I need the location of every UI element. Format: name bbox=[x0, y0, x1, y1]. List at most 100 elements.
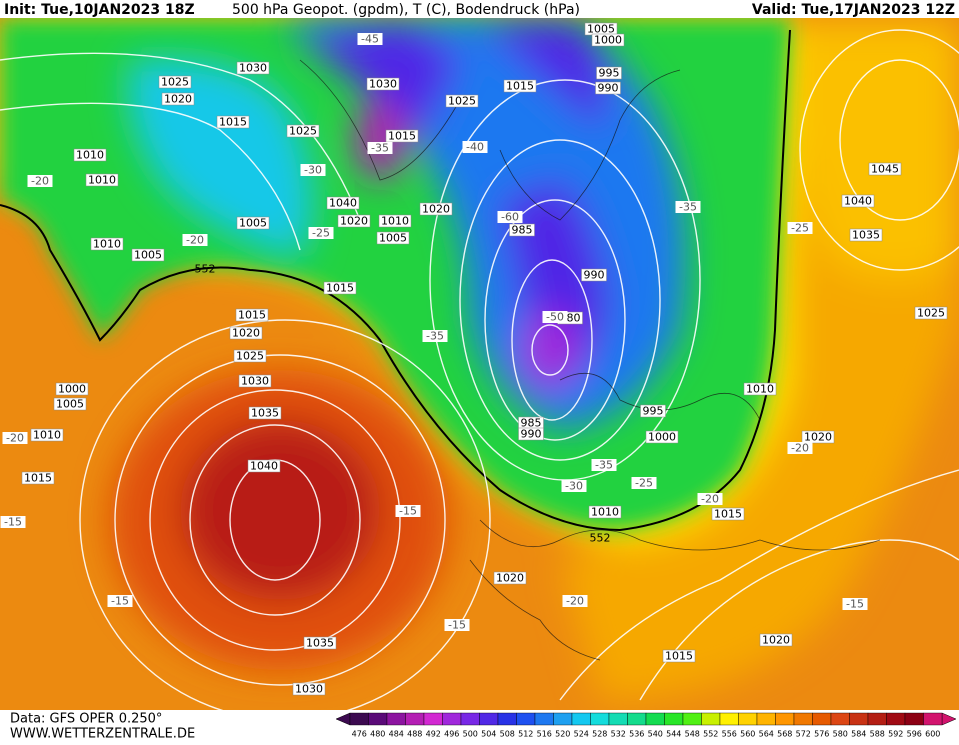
colorbar-swatch bbox=[775, 712, 795, 726]
isobar-label: 1025 bbox=[161, 76, 189, 89]
isobar-label-box bbox=[493, 571, 527, 585]
colorbar-label: 584 bbox=[851, 730, 866, 739]
temperature-label-box bbox=[0, 516, 26, 528]
temperature-label-box bbox=[367, 142, 393, 154]
colorbar-label: 488 bbox=[407, 730, 422, 739]
colorbar-swatch bbox=[682, 712, 702, 726]
colorbar-swatch bbox=[719, 712, 739, 726]
isobar-label: 985 bbox=[521, 417, 542, 430]
isobar-label: 1015 bbox=[506, 80, 534, 93]
isobar-label: 1015 bbox=[24, 472, 52, 485]
temperature-label: -15 bbox=[846, 598, 864, 611]
isobar-label: 1005 bbox=[56, 398, 84, 411]
colorbar-swatch bbox=[608, 712, 628, 726]
isobar-label: 990 bbox=[521, 428, 542, 441]
isobar-label-box bbox=[85, 173, 119, 187]
isobar-label-box bbox=[248, 406, 282, 420]
isobar-label-box bbox=[236, 216, 270, 230]
temperature-label-box bbox=[107, 595, 133, 607]
colorbar-label: 592 bbox=[888, 730, 903, 739]
isobar-label-box bbox=[21, 471, 55, 485]
isobar-label-box bbox=[337, 214, 371, 228]
colorbar-swatch bbox=[479, 712, 499, 726]
isobar-label: 1010 bbox=[33, 429, 61, 442]
isobar-label: 1045 bbox=[871, 163, 899, 176]
colorbar-label: 528 bbox=[592, 730, 607, 739]
map-field bbox=[0, 18, 959, 710]
website: WWW.WETTERZENTRALE.DE bbox=[10, 727, 195, 742]
colorbar-label: 576 bbox=[814, 730, 829, 739]
isobar-label: 1010 bbox=[381, 215, 409, 228]
isobar-label-box bbox=[233, 349, 267, 363]
isobar-label: 1015 bbox=[238, 309, 266, 322]
isobar-label-box bbox=[759, 633, 793, 647]
isobar-label: 1030 bbox=[239, 62, 267, 75]
temperature-label: -20 bbox=[701, 493, 719, 506]
isobar-label: 1000 bbox=[648, 431, 676, 444]
temperature-label: -20 bbox=[31, 175, 49, 188]
temperature-label: -30 bbox=[565, 480, 583, 493]
temperature-label: -50 bbox=[546, 311, 564, 324]
isobar-label-box bbox=[286, 124, 320, 138]
temperature-label: -40 bbox=[466, 141, 484, 154]
isobar-label-box bbox=[385, 129, 419, 143]
temperature-label: -35 bbox=[679, 201, 697, 214]
isobar-label: 1035 bbox=[306, 637, 334, 650]
isobar-label-box bbox=[596, 66, 622, 80]
temperature-label: -45 bbox=[361, 33, 379, 46]
colorbar-swatch bbox=[423, 712, 443, 726]
colorbar-swatch bbox=[886, 712, 906, 726]
isobar-label-box bbox=[216, 115, 250, 129]
isobar-label: 1040 bbox=[329, 197, 357, 210]
isobar-label-box bbox=[509, 223, 535, 237]
temperature-label: -35 bbox=[371, 142, 389, 155]
isobar-label: 1035 bbox=[852, 229, 880, 242]
isobar-label: 1025 bbox=[236, 350, 264, 363]
colorbar-swatch bbox=[645, 712, 665, 726]
colorbar-swatch bbox=[571, 712, 591, 726]
isobar-label: 1005 bbox=[239, 217, 267, 230]
temperature-label-box bbox=[422, 330, 448, 342]
temperature-label-box bbox=[308, 227, 334, 239]
colorbar-label: 544 bbox=[666, 730, 681, 739]
isobar-label: 1020 bbox=[422, 203, 450, 216]
isobar-label-box bbox=[247, 459, 281, 473]
isobar-label-box bbox=[158, 75, 192, 89]
color-bar: 476 480 484 488 492 496 500 504 508 512 516 520 524 5… bbox=[335, 712, 957, 739]
colorbar-label: 568 bbox=[777, 730, 792, 739]
temperature-label-box bbox=[631, 477, 657, 489]
colorbar-label: 520 bbox=[555, 730, 570, 739]
isobar-label: 1015 bbox=[388, 130, 416, 143]
isobar-label-box bbox=[53, 397, 87, 411]
map-labels: 1030 1025 1020 1015 1010 1010 1005 1010 1005 1025… bbox=[0, 23, 948, 696]
colorbar-label: 516 bbox=[537, 730, 552, 739]
isobar-label-box bbox=[662, 649, 696, 663]
colorbar-label: 508 bbox=[500, 730, 515, 739]
colorbar-swatch bbox=[497, 712, 517, 726]
colorbar-swatch bbox=[590, 712, 610, 726]
isobar-label-box bbox=[376, 231, 410, 245]
temperature-label: -30 bbox=[304, 164, 322, 177]
colorbar-label: 484 bbox=[389, 730, 404, 739]
data-source: Data: GFS OPER 0.250° bbox=[10, 712, 162, 727]
isobar-label-box bbox=[73, 148, 107, 162]
isobar-label-box bbox=[595, 81, 621, 95]
isobar-label: 1005 bbox=[134, 249, 162, 262]
colorbar-label: 552 bbox=[703, 730, 718, 739]
temperature-label: -15 bbox=[4, 516, 22, 529]
isobar-label: 1005 bbox=[379, 232, 407, 245]
colorbar-swatch bbox=[738, 712, 758, 726]
colorbar-swatch bbox=[442, 712, 462, 726]
temperature-label-box bbox=[542, 311, 568, 323]
temperature-label-box bbox=[300, 164, 326, 176]
isobar-label: 1000 bbox=[58, 383, 86, 396]
temperature-label: -25 bbox=[312, 227, 330, 240]
isobar-label: 990 bbox=[598, 82, 619, 95]
isobar-label: 1030 bbox=[369, 78, 397, 91]
temperature-label-box bbox=[787, 442, 813, 454]
isobar-label-box bbox=[801, 430, 835, 444]
colorbar-label: 476 bbox=[352, 730, 367, 739]
isobar-label: 1020 bbox=[804, 431, 832, 444]
isobar-label-box bbox=[518, 427, 544, 441]
colorbar-swatch bbox=[368, 712, 388, 726]
